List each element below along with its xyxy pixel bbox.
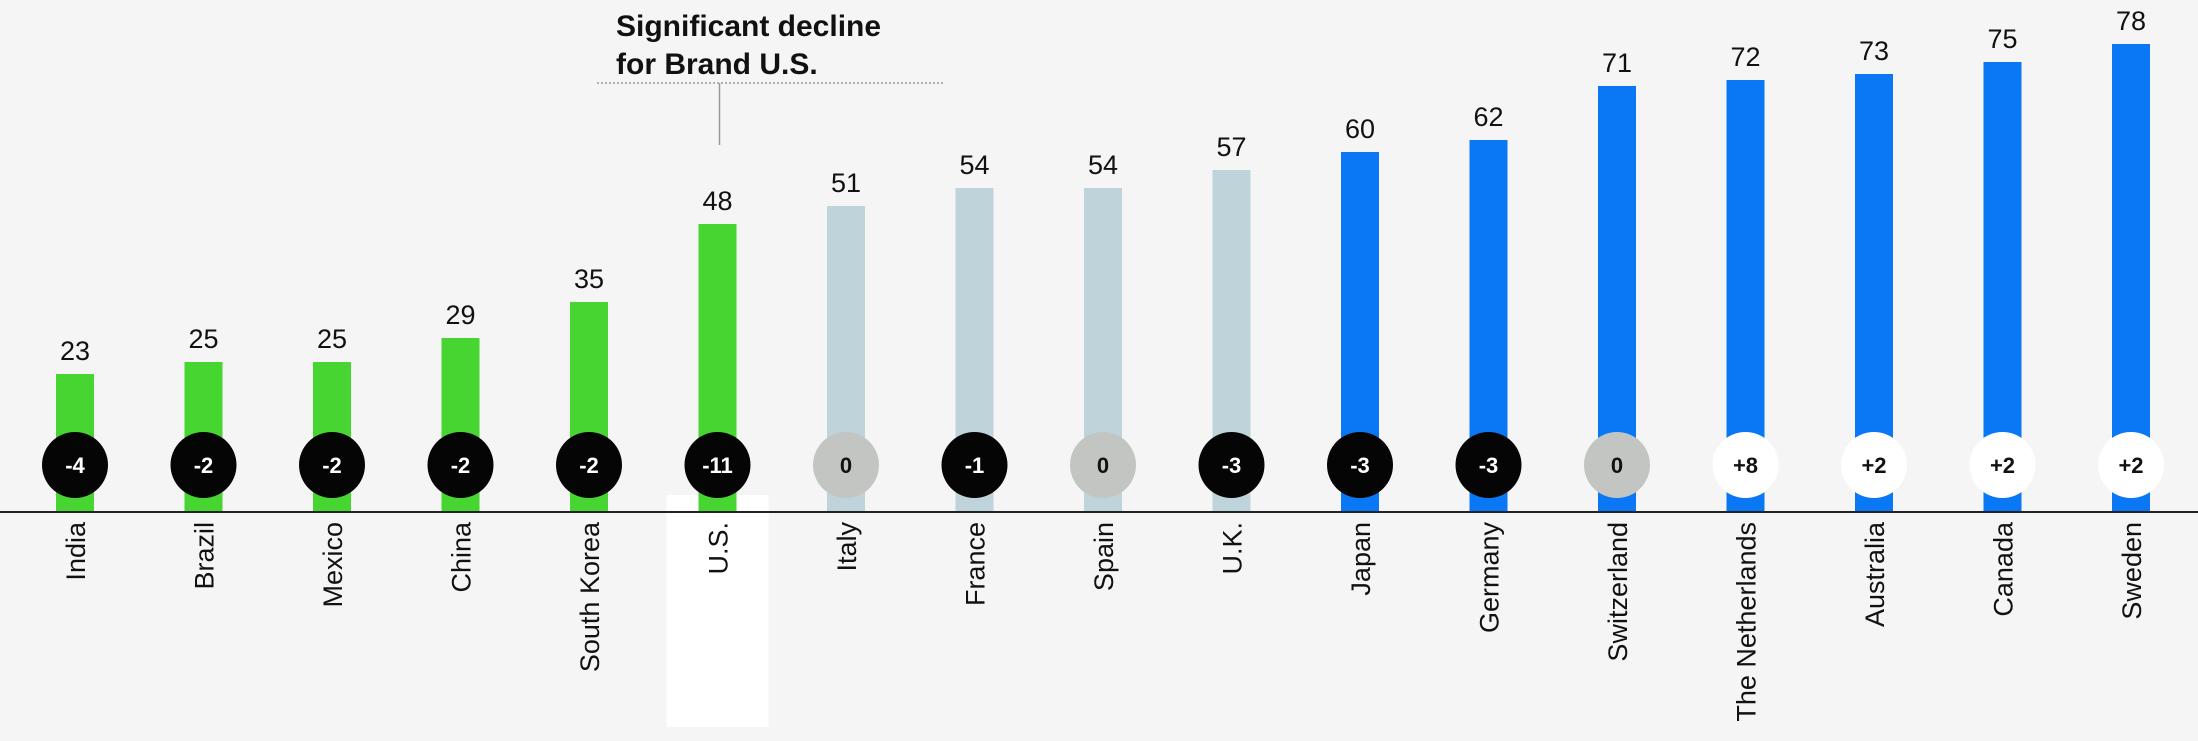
- change-badge-label-switzerland: 0: [1611, 453, 1623, 478]
- category-label-u-s: U.S.: [704, 522, 734, 575]
- category-label-switzerland: Switzerland: [1603, 522, 1633, 662]
- change-badge-label-u-s: -11: [702, 453, 733, 478]
- change-badge-japan: [1327, 432, 1393, 498]
- value-label-canada: 75: [1987, 24, 2017, 54]
- change-badge-germany: [1455, 432, 1522, 498]
- change-badge-label-australia: +2: [1861, 453, 1886, 478]
- change-badge-label-the-netherlands: +8: [1733, 453, 1758, 478]
- change-badge-canada: [1969, 432, 2036, 498]
- change-badge-switzerland: [1584, 432, 1650, 498]
- value-label-sweden: 78: [2116, 6, 2146, 36]
- highlight-panel: [666, 495, 769, 727]
- change-badge-label-japan: -3: [1350, 453, 1370, 478]
- value-label-the-netherlands: 72: [1730, 42, 1760, 72]
- change-badge-label-u-k: -3: [1222, 453, 1242, 478]
- change-badge-label-germany: -3: [1479, 453, 1499, 478]
- change-badge-u-s: [684, 432, 751, 498]
- category-label-italy: Italy: [832, 522, 862, 572]
- value-label-u-k: 57: [1216, 132, 1246, 162]
- value-label-australia: 73: [1859, 36, 1889, 66]
- change-badge-the-netherlands: [1712, 432, 1779, 498]
- change-badge-label-italy: 0: [840, 453, 852, 478]
- value-label-brazil: 25: [188, 324, 218, 354]
- value-label-spain: 54: [1088, 150, 1118, 180]
- category-label-the-netherlands: The Netherlands: [1732, 522, 1762, 722]
- category-label-brazil: Brazil: [190, 522, 220, 590]
- category-label-china: China: [447, 521, 477, 593]
- value-label-japan: 60: [1345, 114, 1375, 144]
- value-label-france: 54: [959, 150, 989, 180]
- annotation-text-line-2: for Brand U.S.: [616, 48, 818, 81]
- change-badge-label-canada: +2: [1990, 453, 2015, 478]
- value-label-italy: 51: [831, 168, 861, 198]
- change-badge-label-south-korea: -2: [579, 453, 599, 478]
- change-badge-label-spain: 0: [1097, 453, 1109, 478]
- category-label-sweden: Sweden: [2117, 522, 2147, 620]
- category-label-france: France: [961, 522, 991, 606]
- change-badge-label-mexico: -2: [322, 453, 342, 478]
- category-label-australia: Australia: [1860, 521, 1890, 627]
- value-label-india: 23: [60, 336, 90, 366]
- category-label-mexico: Mexico: [318, 522, 348, 608]
- change-badge-spain: [1070, 432, 1136, 498]
- value-label-mexico: 25: [317, 324, 347, 354]
- category-label-spain: Spain: [1089, 522, 1119, 591]
- annotation-text-line-1: Significant decline: [616, 10, 881, 43]
- change-badge-label-sweden: +2: [2118, 453, 2143, 478]
- value-label-south-korea: 35: [574, 264, 604, 294]
- category-label-u-k: U.K.: [1218, 522, 1248, 575]
- value-label-switzerland: 71: [1602, 48, 1632, 78]
- category-label-japan: Japan: [1346, 522, 1376, 596]
- change-badge-italy: [813, 432, 879, 498]
- category-label-india: India: [61, 521, 91, 581]
- value-label-germany: 62: [1473, 102, 1503, 132]
- change-badge-south-korea: [556, 432, 622, 498]
- change-badge-sweden: [2098, 432, 2164, 498]
- change-badge-label-brazil: -2: [194, 453, 214, 478]
- category-label-south-korea: South Korea: [575, 521, 605, 672]
- change-badge-u-k: [1198, 432, 1265, 498]
- change-badge-label-france: -1: [965, 453, 985, 478]
- change-badge-mexico: [299, 432, 365, 498]
- value-label-u-s: 48: [702, 186, 732, 216]
- category-label-canada: Canada: [1989, 521, 2019, 617]
- change-badge-india: [42, 432, 108, 498]
- change-badge-label-china: -2: [451, 453, 471, 478]
- change-badge-australia: [1841, 432, 1907, 498]
- value-label-china: 29: [445, 300, 475, 330]
- change-badge-china: [427, 432, 494, 498]
- change-badge-label-india: -4: [65, 453, 85, 478]
- change-badge-brazil: [170, 432, 237, 498]
- category-label-germany: Germany: [1475, 522, 1505, 634]
- change-badge-france: [941, 432, 1008, 498]
